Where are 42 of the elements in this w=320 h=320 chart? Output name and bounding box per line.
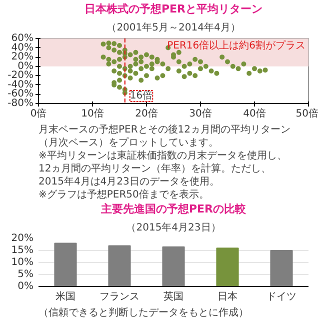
x-tick-label: 50倍 [296,108,319,120]
text: 2015年4月は4月23日のデータを使用。 [38,176,220,188]
band-label: PER16倍以上は約6割がプラス [167,40,306,52]
bar [54,242,77,286]
bar [270,250,293,286]
text: 月末ベースの予想PERとその後12ヵ月間の平均リターン [38,124,291,136]
text: ※グラフは予想PER50倍までを表示。 [38,188,209,200]
bar [108,245,131,286]
y-tick-label: -60% [8,88,34,100]
y-tick-label: 0% [18,60,34,72]
x-tick-label: 日本 [218,290,238,302]
y-tick-label: 40% [11,42,34,54]
x-tick-label: 米国 [56,290,76,302]
text: （月次ベース）をプロットしています。 [38,136,218,148]
bar [216,248,239,286]
chart-subtitle: （2015年4月23日） [126,222,221,234]
text: 12ヵ月間の平均リターン（年率）を計算。ただし、 [38,162,272,174]
y-tick-label: -80% [8,98,34,109]
x-tick-label: フランス [100,292,140,302]
y-tick-label: 20% [11,52,34,63]
x-tick-label: 30倍 [189,108,212,120]
y-tick-label: 5% [18,269,34,280]
x-tick-label: ドイツ [266,292,296,302]
y-tick-label: 20% [11,233,34,244]
x-tick-label: 20倍 [135,108,158,120]
y-tick-label: 0% [18,281,34,292]
y-tick-label: 60% [11,33,34,44]
y-tick-label: -20% [8,70,34,82]
text: ※平均リターンは東証株価指数の月末データを使用し、 [38,150,287,162]
chart-title: 主要先進国の予想PERの比較 [100,202,248,216]
y-tick-label: -40% [8,79,34,90]
y-tick-label: 10% [11,257,34,268]
x-tick-label: 0倍 [30,108,47,120]
chart-title: 日本株式の予想PERと平均リターン [84,2,263,16]
chart-subtitle: （2001年5月～2014年4月） [106,22,240,34]
y-tick-label: 15% [11,245,34,256]
bar [162,246,185,286]
x-tick-label: 10倍 [81,108,104,120]
text: （信頼できると判断したデータをもとに作成） [38,306,248,318]
ref-line-label: 16倍 [130,90,153,102]
x-tick-label: 英国 [164,290,184,302]
x-tick-label: 40倍 [243,108,266,120]
